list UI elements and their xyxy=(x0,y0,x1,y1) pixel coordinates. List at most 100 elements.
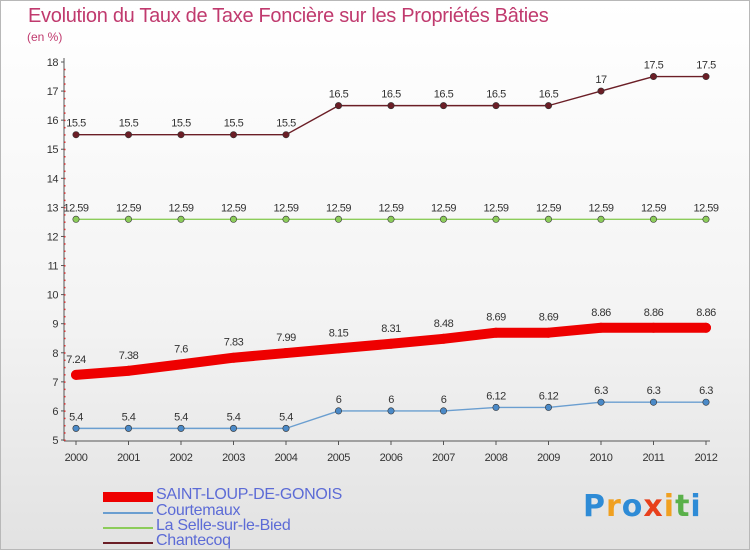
legend-swatch xyxy=(103,527,153,529)
data-label: 6.3 xyxy=(699,385,713,397)
y-minor-tick xyxy=(64,257,66,260)
y-minor-tick xyxy=(64,192,66,194)
data-point xyxy=(597,87,605,95)
data-label: 7.99 xyxy=(276,332,296,344)
y-minor-tick xyxy=(64,119,66,122)
data-point xyxy=(72,215,80,223)
data-point xyxy=(648,322,659,333)
data-point xyxy=(387,407,395,415)
data-label: 16.5 xyxy=(381,89,401,101)
y-minor-tick xyxy=(64,432,66,434)
data-point xyxy=(72,131,80,139)
data-label: 12.59 xyxy=(588,202,613,214)
y-minor-tick xyxy=(64,359,66,362)
y-minor-tick xyxy=(64,68,66,71)
data-point xyxy=(334,407,342,415)
y-minor-tick xyxy=(64,141,66,143)
legend-swatch xyxy=(103,512,153,514)
data-label: 6.12 xyxy=(486,390,506,402)
y-minor-tick xyxy=(64,279,66,282)
data-point xyxy=(702,215,710,223)
data-label: 12.59 xyxy=(221,202,246,214)
legend-label: Chantecoq xyxy=(156,532,231,549)
data-label: 12.59 xyxy=(273,202,298,214)
y-minor-tick xyxy=(64,206,66,209)
y-minor-tick xyxy=(64,221,66,223)
data-point xyxy=(597,398,605,406)
logo-letter: i xyxy=(690,489,702,524)
data-label: 16.5 xyxy=(539,89,559,101)
y-minor-tick xyxy=(64,301,66,303)
data-label: 8.86 xyxy=(591,307,611,319)
data-label: 12.59 xyxy=(693,202,718,214)
data-point xyxy=(282,215,290,223)
y-minor-tick xyxy=(64,294,66,296)
data-point xyxy=(387,102,395,110)
logo-letter: o xyxy=(621,489,644,524)
data-label: 12.59 xyxy=(168,202,193,214)
data-label: 15.5 xyxy=(171,118,191,130)
data-label: 7.6 xyxy=(174,343,188,355)
data-point xyxy=(177,424,185,432)
data-label: 7.83 xyxy=(224,337,244,349)
data-point xyxy=(125,131,133,139)
legend-label: La Selle-sur-le-Bied xyxy=(156,517,291,534)
y-minor-tick xyxy=(64,250,66,252)
y-minor-tick xyxy=(64,366,66,369)
y-tick-label: 18 xyxy=(47,57,59,69)
data-point xyxy=(177,131,185,139)
data-point xyxy=(282,131,290,139)
data-label: 8.15 xyxy=(329,327,349,339)
data-point xyxy=(334,102,342,110)
logo-letter: P xyxy=(583,489,606,524)
y-minor-tick xyxy=(64,352,66,354)
data-point xyxy=(71,369,81,380)
data-label: 5.4 xyxy=(279,411,293,423)
data-point xyxy=(491,327,501,338)
x-tick-label: 2008 xyxy=(485,452,508,464)
y-minor-tick xyxy=(64,272,66,274)
data-label: 16.5 xyxy=(486,89,506,101)
y-tick-label: 7 xyxy=(52,377,58,389)
data-label: 6 xyxy=(441,394,447,406)
y-tick-label: 11 xyxy=(48,261,59,273)
data-point xyxy=(596,322,606,333)
y-minor-tick xyxy=(64,330,66,332)
chart-title: Evolution du Taux de Taxe Foncière sur l… xyxy=(28,5,549,27)
data-point xyxy=(123,365,134,376)
y-minor-tick xyxy=(64,439,66,441)
data-point xyxy=(125,424,133,432)
y-tick-label: 14 xyxy=(47,173,59,185)
data-label: 17.5 xyxy=(696,60,716,72)
data-point xyxy=(72,424,80,432)
y-minor-tick xyxy=(64,148,66,151)
data-point xyxy=(492,215,500,223)
series-line xyxy=(75,401,707,430)
y-minor-tick xyxy=(64,410,66,412)
legend-swatch xyxy=(103,542,153,544)
y-minor-tick xyxy=(64,90,66,93)
data-label: 12.59 xyxy=(63,202,88,214)
x-tick-label: 2000 xyxy=(65,452,88,464)
y-minor-tick xyxy=(64,374,66,376)
y-minor-tick xyxy=(64,97,66,100)
y-tick-label: 12 xyxy=(47,231,59,243)
data-point xyxy=(230,215,238,223)
y-minor-tick xyxy=(64,126,66,129)
data-label: 8.69 xyxy=(486,312,506,324)
y-tick-label: 15 xyxy=(47,144,59,156)
data-label: 12.59 xyxy=(378,202,403,214)
y-tick-label: 9 xyxy=(52,319,58,331)
data-label: 6.3 xyxy=(647,385,661,397)
data-point xyxy=(544,215,552,223)
data-label: 12.59 xyxy=(431,202,456,214)
data-label: 12.59 xyxy=(116,202,141,214)
logo-letter: i xyxy=(663,489,676,524)
x-tick-label: 2003 xyxy=(222,452,245,464)
data-point xyxy=(544,102,552,110)
data-label: 8.69 xyxy=(539,312,559,324)
data-point xyxy=(282,424,290,432)
data-point xyxy=(438,333,449,344)
data-label: 12.59 xyxy=(483,202,508,214)
